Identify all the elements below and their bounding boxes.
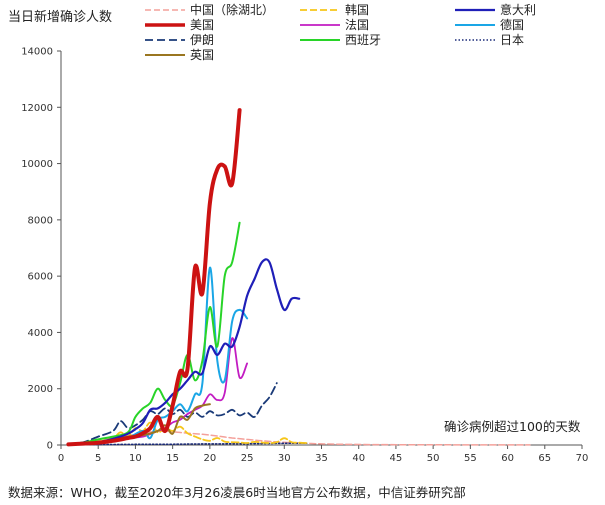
y-tick-label: 4000 (28, 328, 53, 339)
legend-label: 西班牙 (345, 33, 381, 47)
x-tick-label: 15 (166, 453, 179, 464)
legend-label: 法国 (345, 18, 369, 32)
legend-label: 中国（除湖北） (190, 2, 274, 17)
series-line-7 (67, 221, 241, 446)
x-axis-label: 确诊病例超过100的天数 (444, 419, 581, 434)
y-tick-label: 10000 (21, 159, 53, 170)
legend-label: 意大利 (500, 2, 536, 17)
series-line-8 (67, 442, 308, 446)
x-tick-label: 5 (95, 453, 101, 464)
y-tick-label: 2000 (28, 384, 53, 395)
legend-label: 德国 (500, 17, 524, 32)
x-tick-label: 35 (315, 453, 328, 464)
x-tick-label: 20 (203, 453, 216, 464)
x-tick-label: 0 (58, 453, 64, 464)
x-tick-label: 55 (464, 453, 477, 464)
legend-label: 伊朗 (190, 33, 214, 47)
x-tick-label: 50 (427, 453, 440, 464)
y-tick-label: 8000 (28, 215, 53, 226)
legend-label: 韩国 (345, 2, 369, 17)
axes: 0 2000 4000 6000 8000 10000 12000 14000 0 5 10 15 20… (21, 47, 588, 465)
x-tick-label: 65 (538, 453, 551, 464)
source-note: 数据来源：WHO，截至2020年3月26凌晨6时当地官方公布数据，中信证券研究部 (8, 485, 466, 500)
y-axis-label: 当日新增确诊人数 (8, 10, 113, 25)
series-line-6 (67, 382, 278, 445)
legend-label: 英国 (190, 48, 214, 62)
legend-label: 日本 (500, 33, 524, 47)
x-tick-label: 70 (576, 453, 589, 464)
series-lines (66, 108, 531, 447)
y-tick-label: 6000 (28, 272, 53, 283)
x-tick-label: 60 (501, 453, 514, 464)
legend-label: 美国 (190, 18, 214, 32)
series-line-3 (66, 108, 242, 447)
y-tick-label: 12000 (21, 103, 53, 114)
x-tick-label: 10 (129, 453, 142, 464)
series-line-4 (67, 337, 248, 446)
series-line-2 (67, 258, 301, 446)
y-tick-label: 0 (47, 441, 53, 452)
x-tick-label: 45 (390, 453, 403, 464)
y-tick-label: 14000 (21, 47, 53, 58)
x-tick-label: 30 (278, 453, 291, 464)
x-tick-label: 25 (241, 453, 254, 464)
x-tick-label: 40 (352, 453, 365, 464)
